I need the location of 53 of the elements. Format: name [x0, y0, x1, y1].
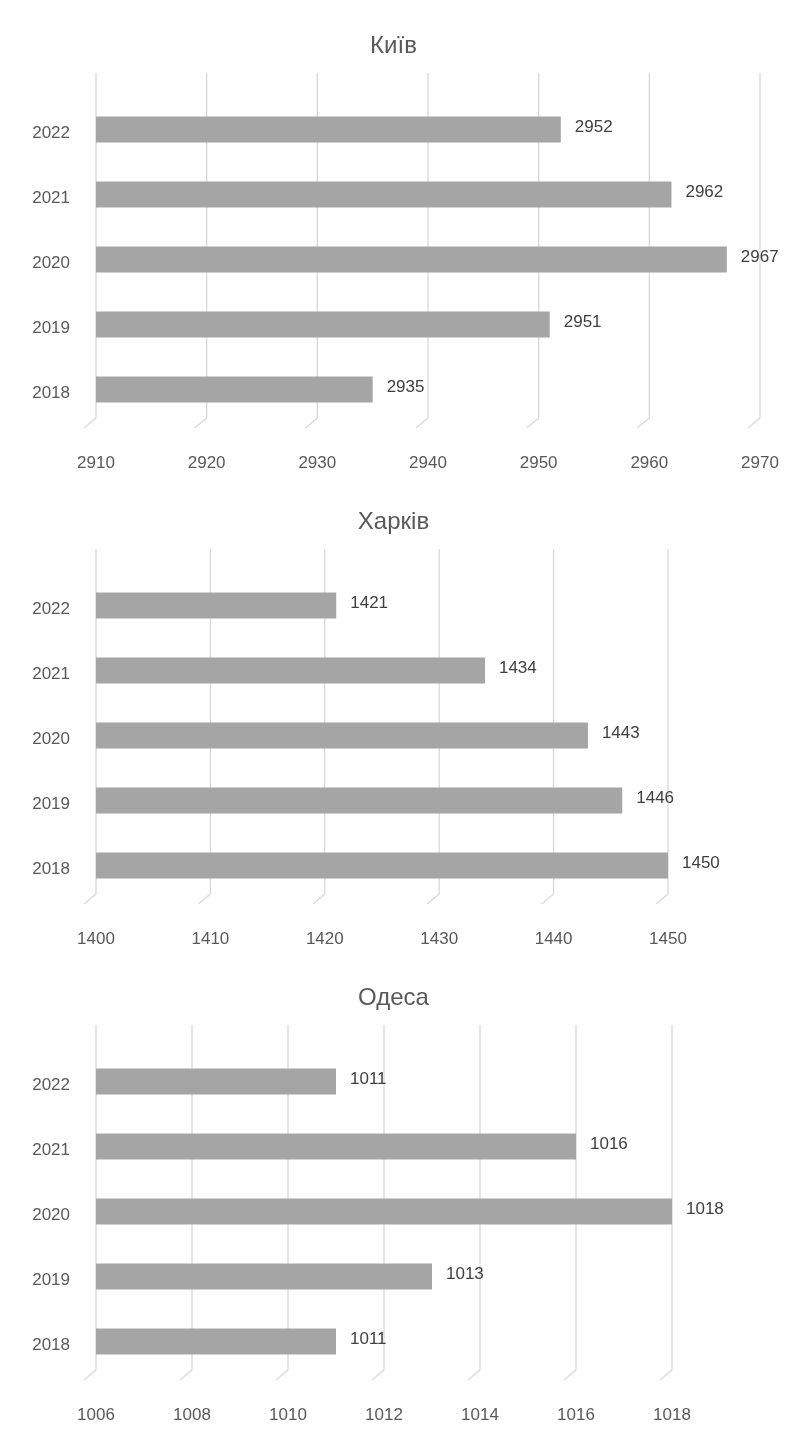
- x-tick-label: 2960: [630, 453, 669, 472]
- x-tick-label: 1006: [77, 1405, 115, 1424]
- y-tick-label: 2022: [32, 122, 70, 142]
- x-tick-label: 2970: [741, 453, 779, 472]
- y-tick-label: 2020: [32, 1204, 70, 1224]
- y-tick-label: 2018: [32, 1334, 70, 1354]
- data-label: 2951: [563, 311, 602, 331]
- chart-title: Київ: [370, 31, 417, 58]
- data-label: 1011: [350, 1068, 387, 1088]
- data-label: 2967: [740, 246, 779, 266]
- x-tick-label: 1016: [557, 1405, 595, 1424]
- y-tick-label: 2019: [32, 1269, 70, 1289]
- data-label: 1421: [350, 592, 389, 612]
- y-tick-label: 2021: [32, 187, 70, 207]
- x-tick-label: 2930: [298, 453, 337, 472]
- y-tick-label: 2020: [32, 252, 70, 272]
- x-tick-label: 1010: [269, 1405, 307, 1424]
- x-tick-label: 1420: [305, 929, 344, 948]
- y-tick-label: 2018: [32, 858, 70, 878]
- y-tick-label: 2020: [32, 728, 70, 748]
- data-label: 2935: [386, 376, 425, 396]
- data-label: 1446: [636, 787, 675, 807]
- x-tick-label: 1018: [653, 1405, 691, 1424]
- data-label: 1011: [350, 1328, 387, 1348]
- x-tick-label: 1440: [534, 929, 573, 948]
- data-label: 1450: [682, 852, 720, 872]
- x-tick-label: 2940: [409, 453, 447, 472]
- x-tick-label: 1012: [365, 1405, 403, 1424]
- x-tick-label: 2950: [519, 453, 558, 472]
- chart-title: Харків: [357, 507, 430, 534]
- data-label: 2952: [574, 116, 613, 136]
- y-tick-label: 2019: [32, 317, 70, 337]
- data-label: 1016: [590, 1133, 628, 1153]
- x-tick-label: 1008: [173, 1405, 211, 1424]
- x-tick-label: 1410: [191, 929, 230, 948]
- y-tick-label: 2021: [32, 663, 70, 683]
- data-label: 1018: [686, 1198, 724, 1218]
- x-tick-label: 2910: [77, 453, 115, 472]
- x-tick-label: 1014: [461, 1405, 499, 1424]
- y-tick-label: 2022: [32, 598, 70, 618]
- chart-title: Одеса: [358, 983, 430, 1010]
- x-tick-label: 1430: [420, 929, 459, 948]
- data-label: 1013: [446, 1263, 484, 1283]
- x-tick-label: 2920: [187, 453, 226, 472]
- y-tick-label: 2022: [32, 1074, 70, 1094]
- y-tick-label: 2019: [32, 793, 70, 813]
- y-tick-label: 2018: [32, 382, 70, 402]
- y-tick-label: 2021: [32, 1139, 70, 1159]
- x-tick-label: 1450: [649, 929, 687, 948]
- data-label: 2962: [685, 181, 724, 201]
- data-label: 1434: [498, 657, 537, 677]
- x-tick-label: 1400: [77, 929, 115, 948]
- data-label: 1443: [601, 722, 640, 742]
